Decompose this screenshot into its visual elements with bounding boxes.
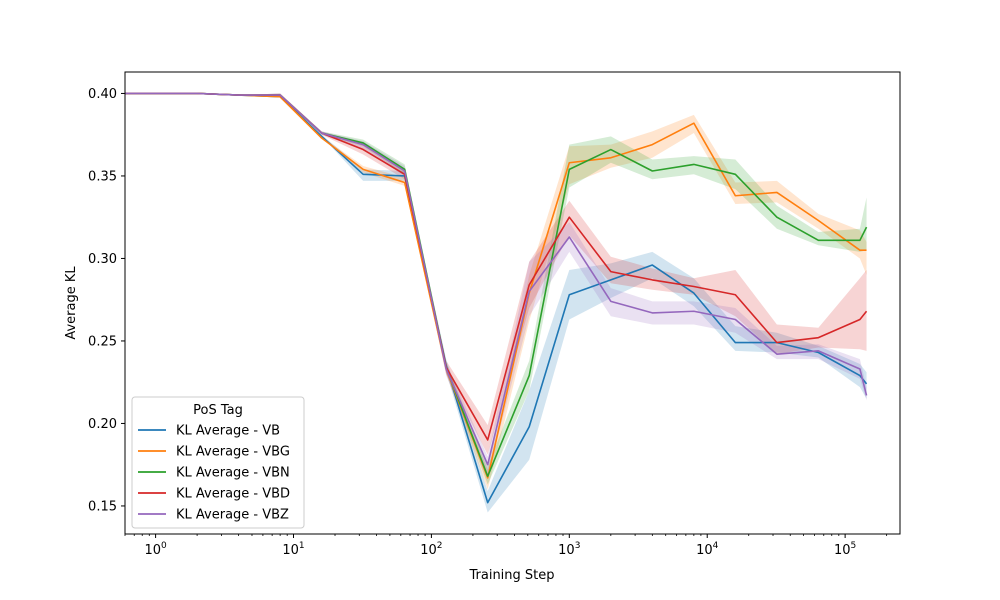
y-tick-label: 0.25 (88, 334, 117, 349)
y-axis-ticks: 0.15 0.20 0.25 0.30 0.35 0.40 (88, 87, 125, 514)
x-axis-label: Training Step (468, 568, 554, 583)
legend-entry: KL Average - VB (176, 424, 280, 439)
y-axis-label: Average KL (64, 266, 79, 340)
series-line (125, 92, 868, 466)
series-lines (125, 92, 868, 504)
legend-title: PoS Tag (193, 403, 243, 418)
legend-entry: KL Average - VBG (176, 445, 290, 460)
x-tick-label: 100 (144, 541, 167, 558)
confidence-bands (125, 93, 867, 513)
legend-entry: KL Average - VBN (176, 466, 290, 481)
legend: PoS Tag KL Average - VB KL Average - VBG K… (131, 396, 305, 529)
x-axis-ticks: 100 101 102 103 104 105 (124, 534, 888, 558)
x-tick-label: 104 (696, 541, 719, 558)
y-tick-label: 0.20 (88, 417, 117, 432)
x-tick-label: 102 (420, 541, 442, 558)
y-tick-label: 0.30 (88, 252, 117, 267)
legend-box (131, 396, 305, 529)
x-tick-label: 105 (834, 541, 856, 558)
x-tick-label: 103 (558, 541, 580, 558)
series-band (125, 93, 867, 455)
legend-entry: KL Average - VBD (176, 487, 290, 502)
y-tick-label: 0.35 (88, 169, 117, 184)
plot-frame (124, 71, 901, 535)
y-tick-label: 0.15 (88, 499, 117, 514)
y-tick-label: 0.40 (88, 87, 117, 102)
x-tick-label: 101 (282, 541, 304, 558)
legend-entry: KL Average - VBZ (176, 508, 289, 523)
